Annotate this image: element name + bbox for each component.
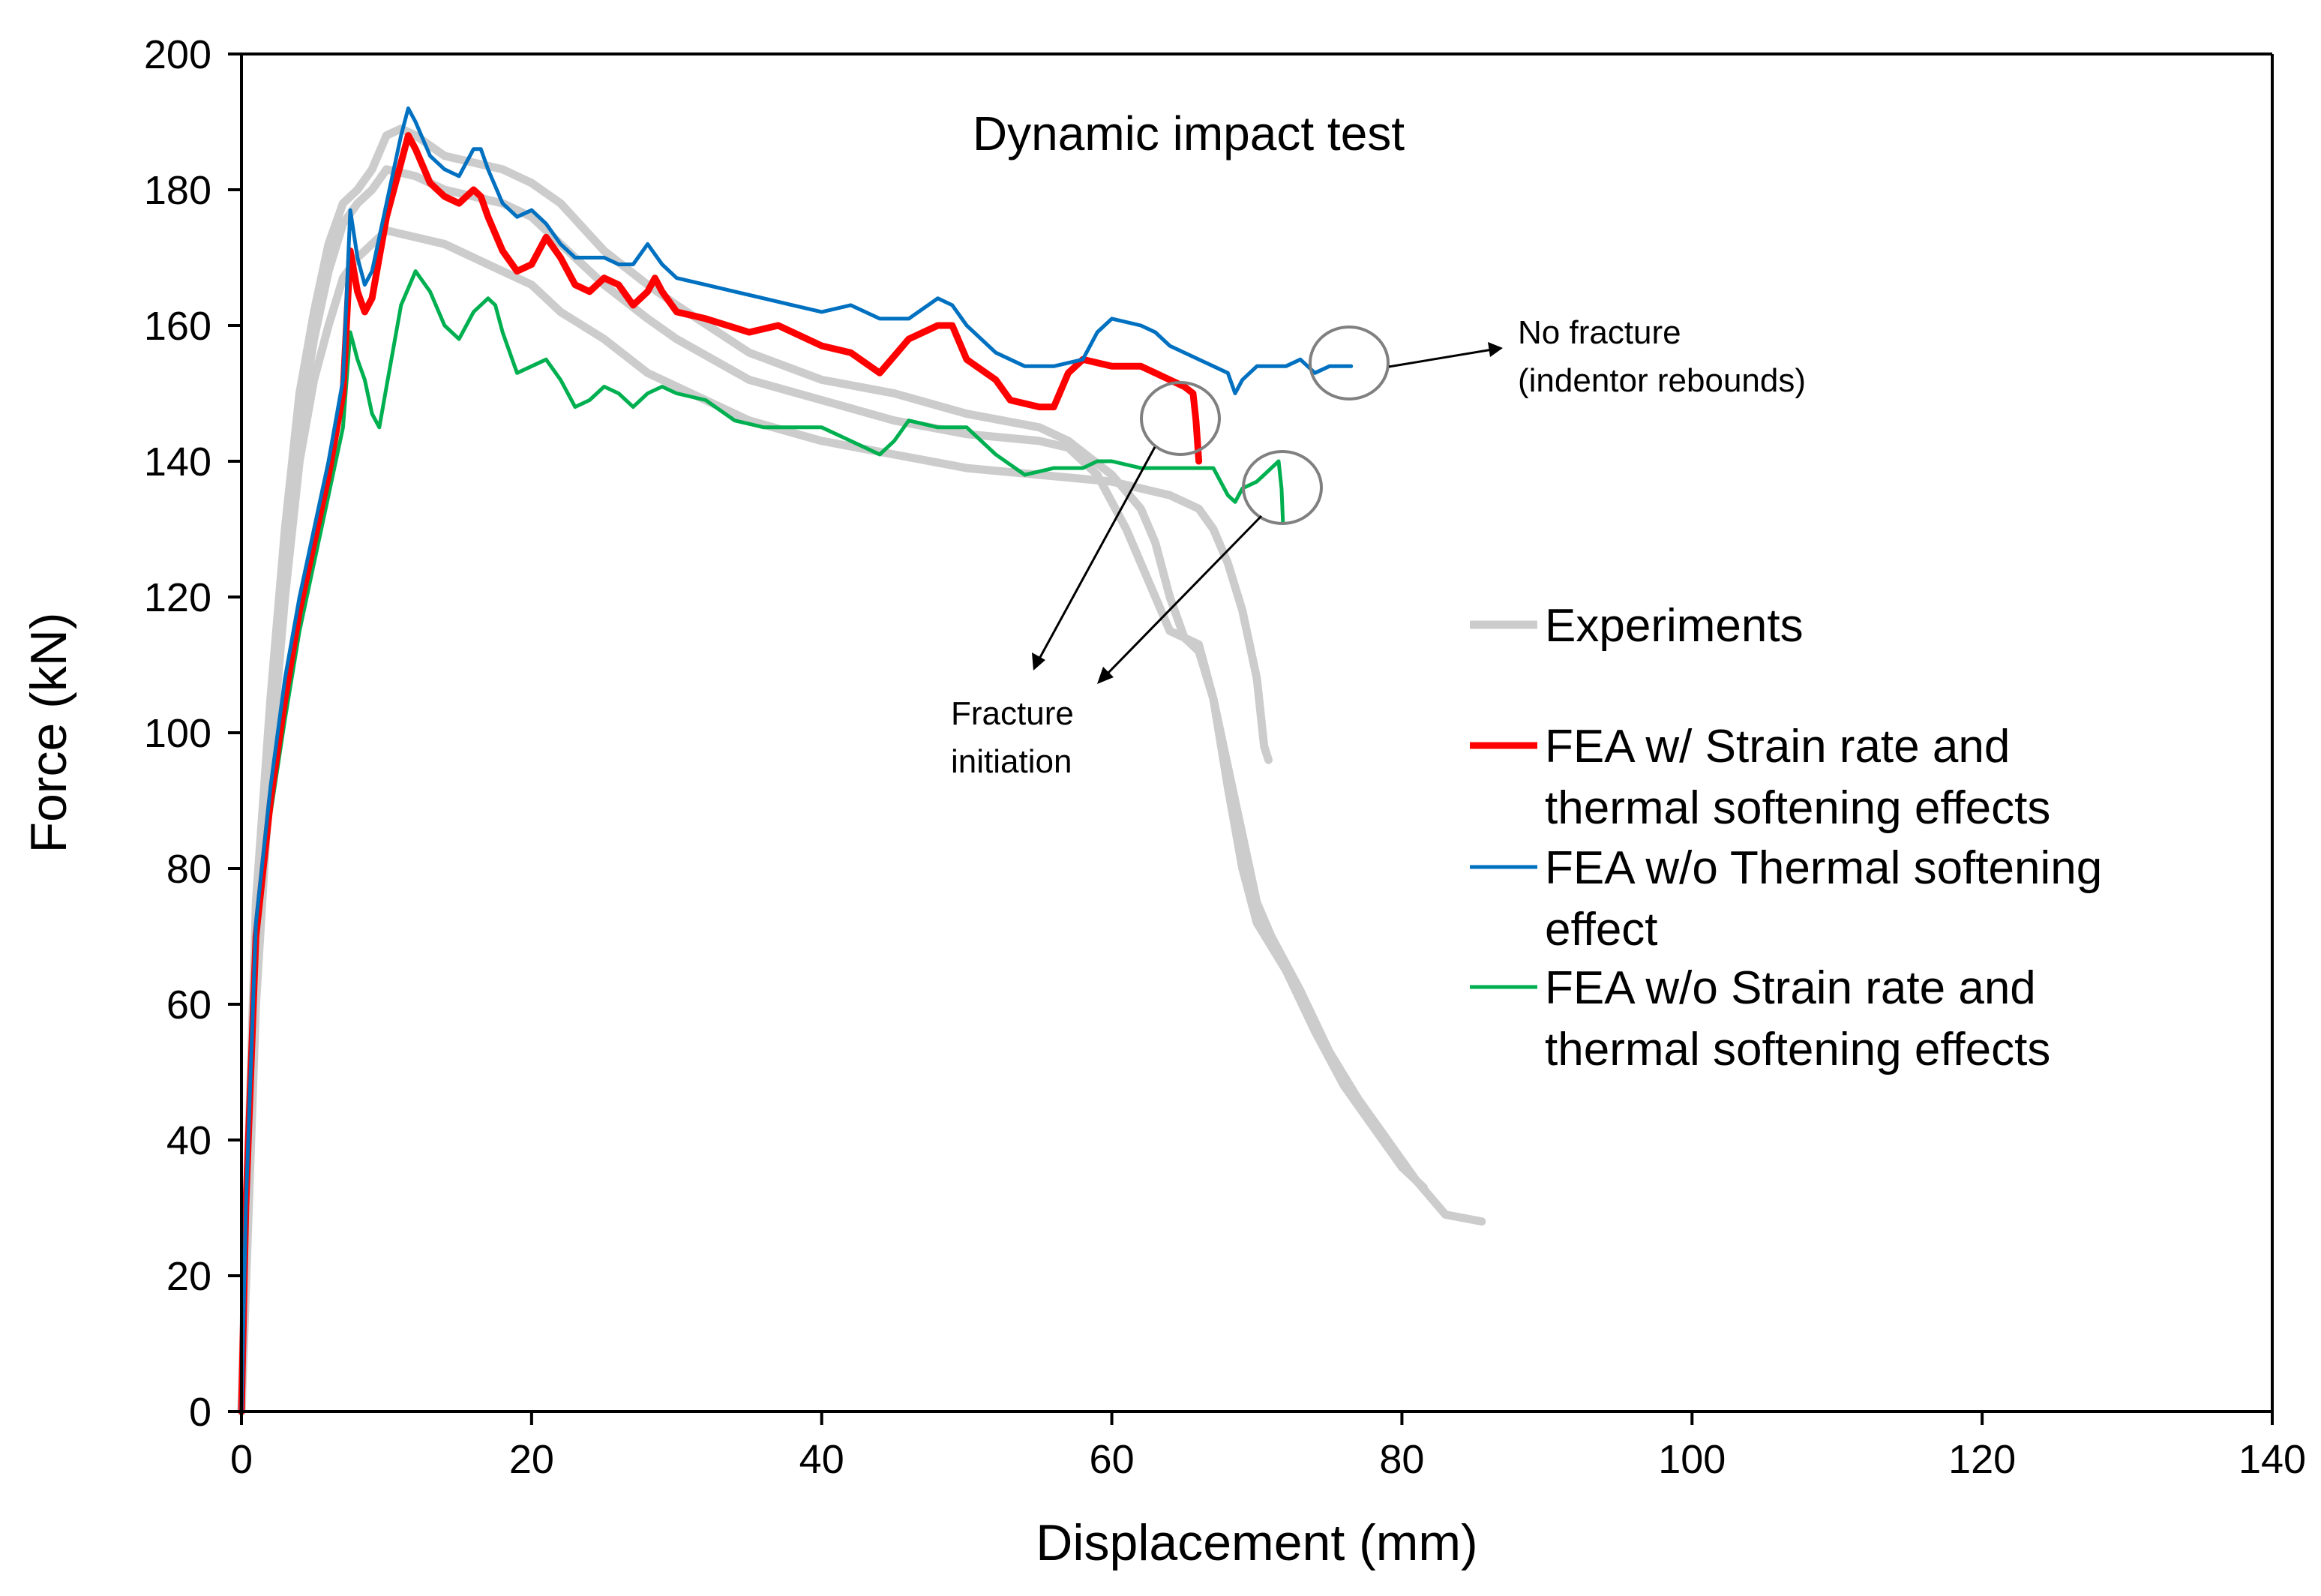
- y-tick-label: 140: [144, 440, 211, 484]
- y-tick-label: 20: [166, 1254, 211, 1299]
- y-tick-label: 40: [166, 1118, 211, 1163]
- y-tick-label: 100: [144, 711, 211, 756]
- legend-label-1-1: thermal softening effects: [1545, 782, 2050, 834]
- series-line-3: [238, 132, 1203, 1415]
- no-fracture-arrowhead: [1488, 342, 1503, 357]
- y-tick-label: 60: [166, 982, 211, 1028]
- series-line-5: [239, 269, 1285, 1414]
- fracture-circle-green: [1242, 450, 1323, 525]
- x-tick-label: 140: [2239, 1437, 2306, 1482]
- y-tick-label: 80: [166, 847, 211, 892]
- y-tick-label: 180: [144, 168, 211, 213]
- series-line-1: [237, 165, 1486, 1416]
- x-tick-label: 60: [1090, 1437, 1135, 1482]
- series-line-0: [237, 124, 1428, 1416]
- x-tick-label: 0: [230, 1437, 253, 1482]
- y-tick-label: 160: [144, 304, 211, 349]
- no-fracture-arrow: [1388, 348, 1493, 368]
- no-fracture-label-line1: No fracture: [1518, 314, 1681, 351]
- x-tick-label: 40: [799, 1437, 844, 1482]
- tick-marks: 0 20 40 60 80 100 120 140 0 20 40 60 80 100 120 140 160 1…: [144, 32, 2306, 1482]
- legend-label-2-1: effect: [1545, 904, 1658, 956]
- x-tick-label: 20: [509, 1437, 554, 1482]
- no-fracture-label-line2: (indentor rebounds): [1518, 362, 1806, 399]
- x-tick-label: 100: [1658, 1437, 1726, 1482]
- legend-label-0-0: Experiments: [1545, 600, 1804, 652]
- fracture-arrowhead-red: [1032, 652, 1045, 670]
- fracture-arrowhead-green: [1097, 667, 1114, 684]
- series-line-2: [237, 226, 1273, 1416]
- x-axis-title: Displacement (mm): [1036, 1514, 1477, 1571]
- axes: [240, 52, 2274, 1413]
- y-axis-title: Force (kN): [20, 612, 77, 853]
- annotations: No fracture (indentor rebounds) Fracture…: [951, 314, 1806, 780]
- y-tick-label: 0: [189, 1390, 211, 1435]
- legend-label-2-0: FEA w/o Thermal softening: [1545, 842, 2102, 894]
- fracture-arrow-red: [1037, 446, 1156, 661]
- fracture-arrow-green: [1105, 514, 1263, 676]
- y-tick-label: 200: [144, 32, 211, 77]
- fracture-circle-red: [1140, 381, 1221, 456]
- no-fracture-circle: [1309, 326, 1390, 400]
- legend-label-3-0: FEA w/o Strain rate and: [1545, 962, 2036, 1014]
- legend-label-3-1: thermal softening effects: [1545, 1024, 2050, 1076]
- fracture-initiation-label-line2: initiation: [951, 743, 1072, 780]
- x-tick-label: 80: [1379, 1437, 1424, 1482]
- legend-label-1-0: FEA w/ Strain rate and: [1545, 721, 2010, 772]
- chart-title: Dynamic impact test: [973, 106, 1405, 160]
- legend: Experiments FEA w/ Strain rate and thermal…: [1470, 600, 2102, 1076]
- series-line-4: [239, 106, 1354, 1414]
- fracture-initiation-label-line1: Fracture: [951, 695, 1074, 732]
- series-layer: [237, 106, 1486, 1416]
- y-tick-label: 120: [144, 575, 211, 620]
- x-tick-label: 120: [1948, 1437, 2016, 1482]
